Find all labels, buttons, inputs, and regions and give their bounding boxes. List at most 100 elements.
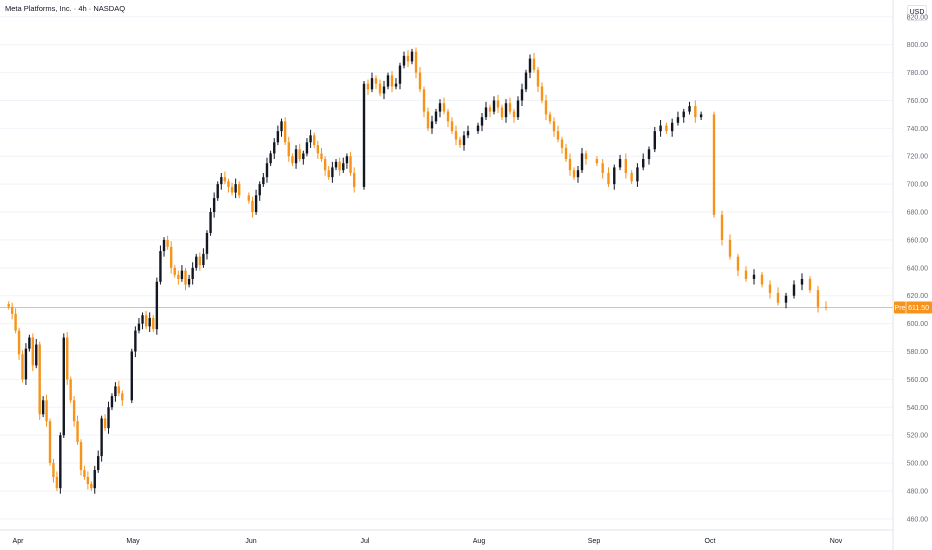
candle-body (76, 421, 79, 443)
candle-body (265, 163, 269, 178)
candle-body (438, 103, 442, 112)
candle-body (544, 100, 548, 115)
candle-body (688, 106, 691, 112)
candle-body (316, 145, 320, 154)
y-tick-label-760: 760.00 (907, 98, 929, 105)
y-tick-label-660: 660.00 (907, 237, 929, 244)
candle-body (422, 89, 426, 112)
candle-body (512, 111, 516, 118)
candle-body (394, 83, 398, 87)
candle-body (251, 200, 254, 213)
candle-body (41, 400, 45, 415)
x-tick-label-jun: Jun (245, 538, 256, 545)
candle-body (331, 167, 334, 178)
candle-body (540, 86, 544, 101)
candle-body (624, 159, 628, 173)
candle-body (800, 278, 804, 285)
candle-body (166, 239, 169, 247)
candle-body (227, 181, 230, 187)
candle-body (370, 78, 374, 90)
candle-body (17, 330, 21, 355)
candle-body (576, 170, 580, 178)
currency-button[interactable]: USD (907, 5, 927, 21)
candle-body (434, 111, 438, 122)
price-axis: 460.00 480.00 500.00 520.00 540.00 560.00 580.… (907, 14, 929, 523)
candle-body (45, 400, 48, 422)
candle-body (345, 156, 349, 164)
candle-body (532, 58, 536, 70)
candle-body (630, 172, 633, 182)
candle-body (159, 251, 162, 282)
candle-layer (7, 47, 828, 494)
candle-body (276, 131, 280, 143)
candle-body (327, 170, 330, 178)
candle-body (446, 111, 450, 122)
candle-body (824, 306, 828, 308)
candle-body (752, 274, 756, 279)
candle-body (21, 354, 24, 380)
y-tick-label-480: 480.00 (907, 488, 929, 495)
candle-body (442, 103, 446, 112)
candle-body (334, 161, 338, 168)
y-tick-label-680: 680.00 (907, 210, 929, 217)
candle-body (792, 284, 796, 296)
candle-body (187, 278, 191, 285)
candle-body (720, 214, 724, 240)
candle-body (476, 125, 480, 132)
y-tick-label-620: 620.00 (907, 293, 929, 300)
candle-body (100, 418, 103, 457)
candle-body (302, 153, 305, 160)
candle-body (580, 153, 584, 171)
candle-body (230, 186, 234, 193)
price-tag-layer: Pre 611.50 (894, 301, 932, 314)
candle-body (564, 147, 568, 160)
candle-body (670, 122, 674, 132)
candle-body (342, 163, 345, 171)
candle-body (121, 393, 124, 401)
candle-body (86, 477, 90, 484)
candle-body (352, 172, 356, 187)
candle-body (313, 135, 316, 146)
candle-body (152, 318, 155, 330)
candle-body (294, 149, 298, 164)
candle-body (682, 111, 685, 118)
candle-body (134, 330, 137, 352)
y-tick-label-460: 460.00 (907, 516, 929, 523)
candle-body (38, 344, 41, 415)
candle-body (48, 421, 52, 464)
candle-body (258, 184, 261, 196)
candle-body (320, 153, 323, 160)
candle-body (418, 72, 422, 90)
candle-body (238, 184, 241, 196)
candle-body (676, 117, 680, 123)
candle-body (254, 195, 258, 213)
candle-body (776, 292, 780, 303)
candle-body (72, 400, 76, 422)
candle-body (636, 167, 639, 182)
candle-body (386, 75, 390, 87)
candle-body (508, 103, 512, 112)
candle-body (216, 184, 219, 199)
candle-body (572, 170, 576, 178)
candle-body (144, 315, 148, 327)
y-tick-label-500: 500.00 (907, 461, 929, 468)
candle-body (191, 267, 194, 279)
candle-body (107, 407, 110, 429)
x-tick-label-may: May (126, 538, 140, 545)
x-tick-label-jul: Jul (361, 538, 370, 545)
candle-body (130, 351, 133, 401)
candle-body (269, 153, 272, 164)
candle-body (595, 159, 599, 164)
y-tick-label-520: 520.00 (907, 433, 929, 440)
candle-body (500, 107, 504, 118)
price-tag-value: 611.50 (908, 305, 929, 312)
candle-body (699, 114, 703, 118)
candle-body (247, 195, 251, 201)
candle-body (195, 256, 198, 268)
candle-body (488, 107, 492, 112)
candle-body (390, 75, 394, 87)
candle-body (93, 470, 96, 489)
candle-body (262, 177, 265, 185)
y-tick-label-580: 580.00 (907, 349, 929, 356)
